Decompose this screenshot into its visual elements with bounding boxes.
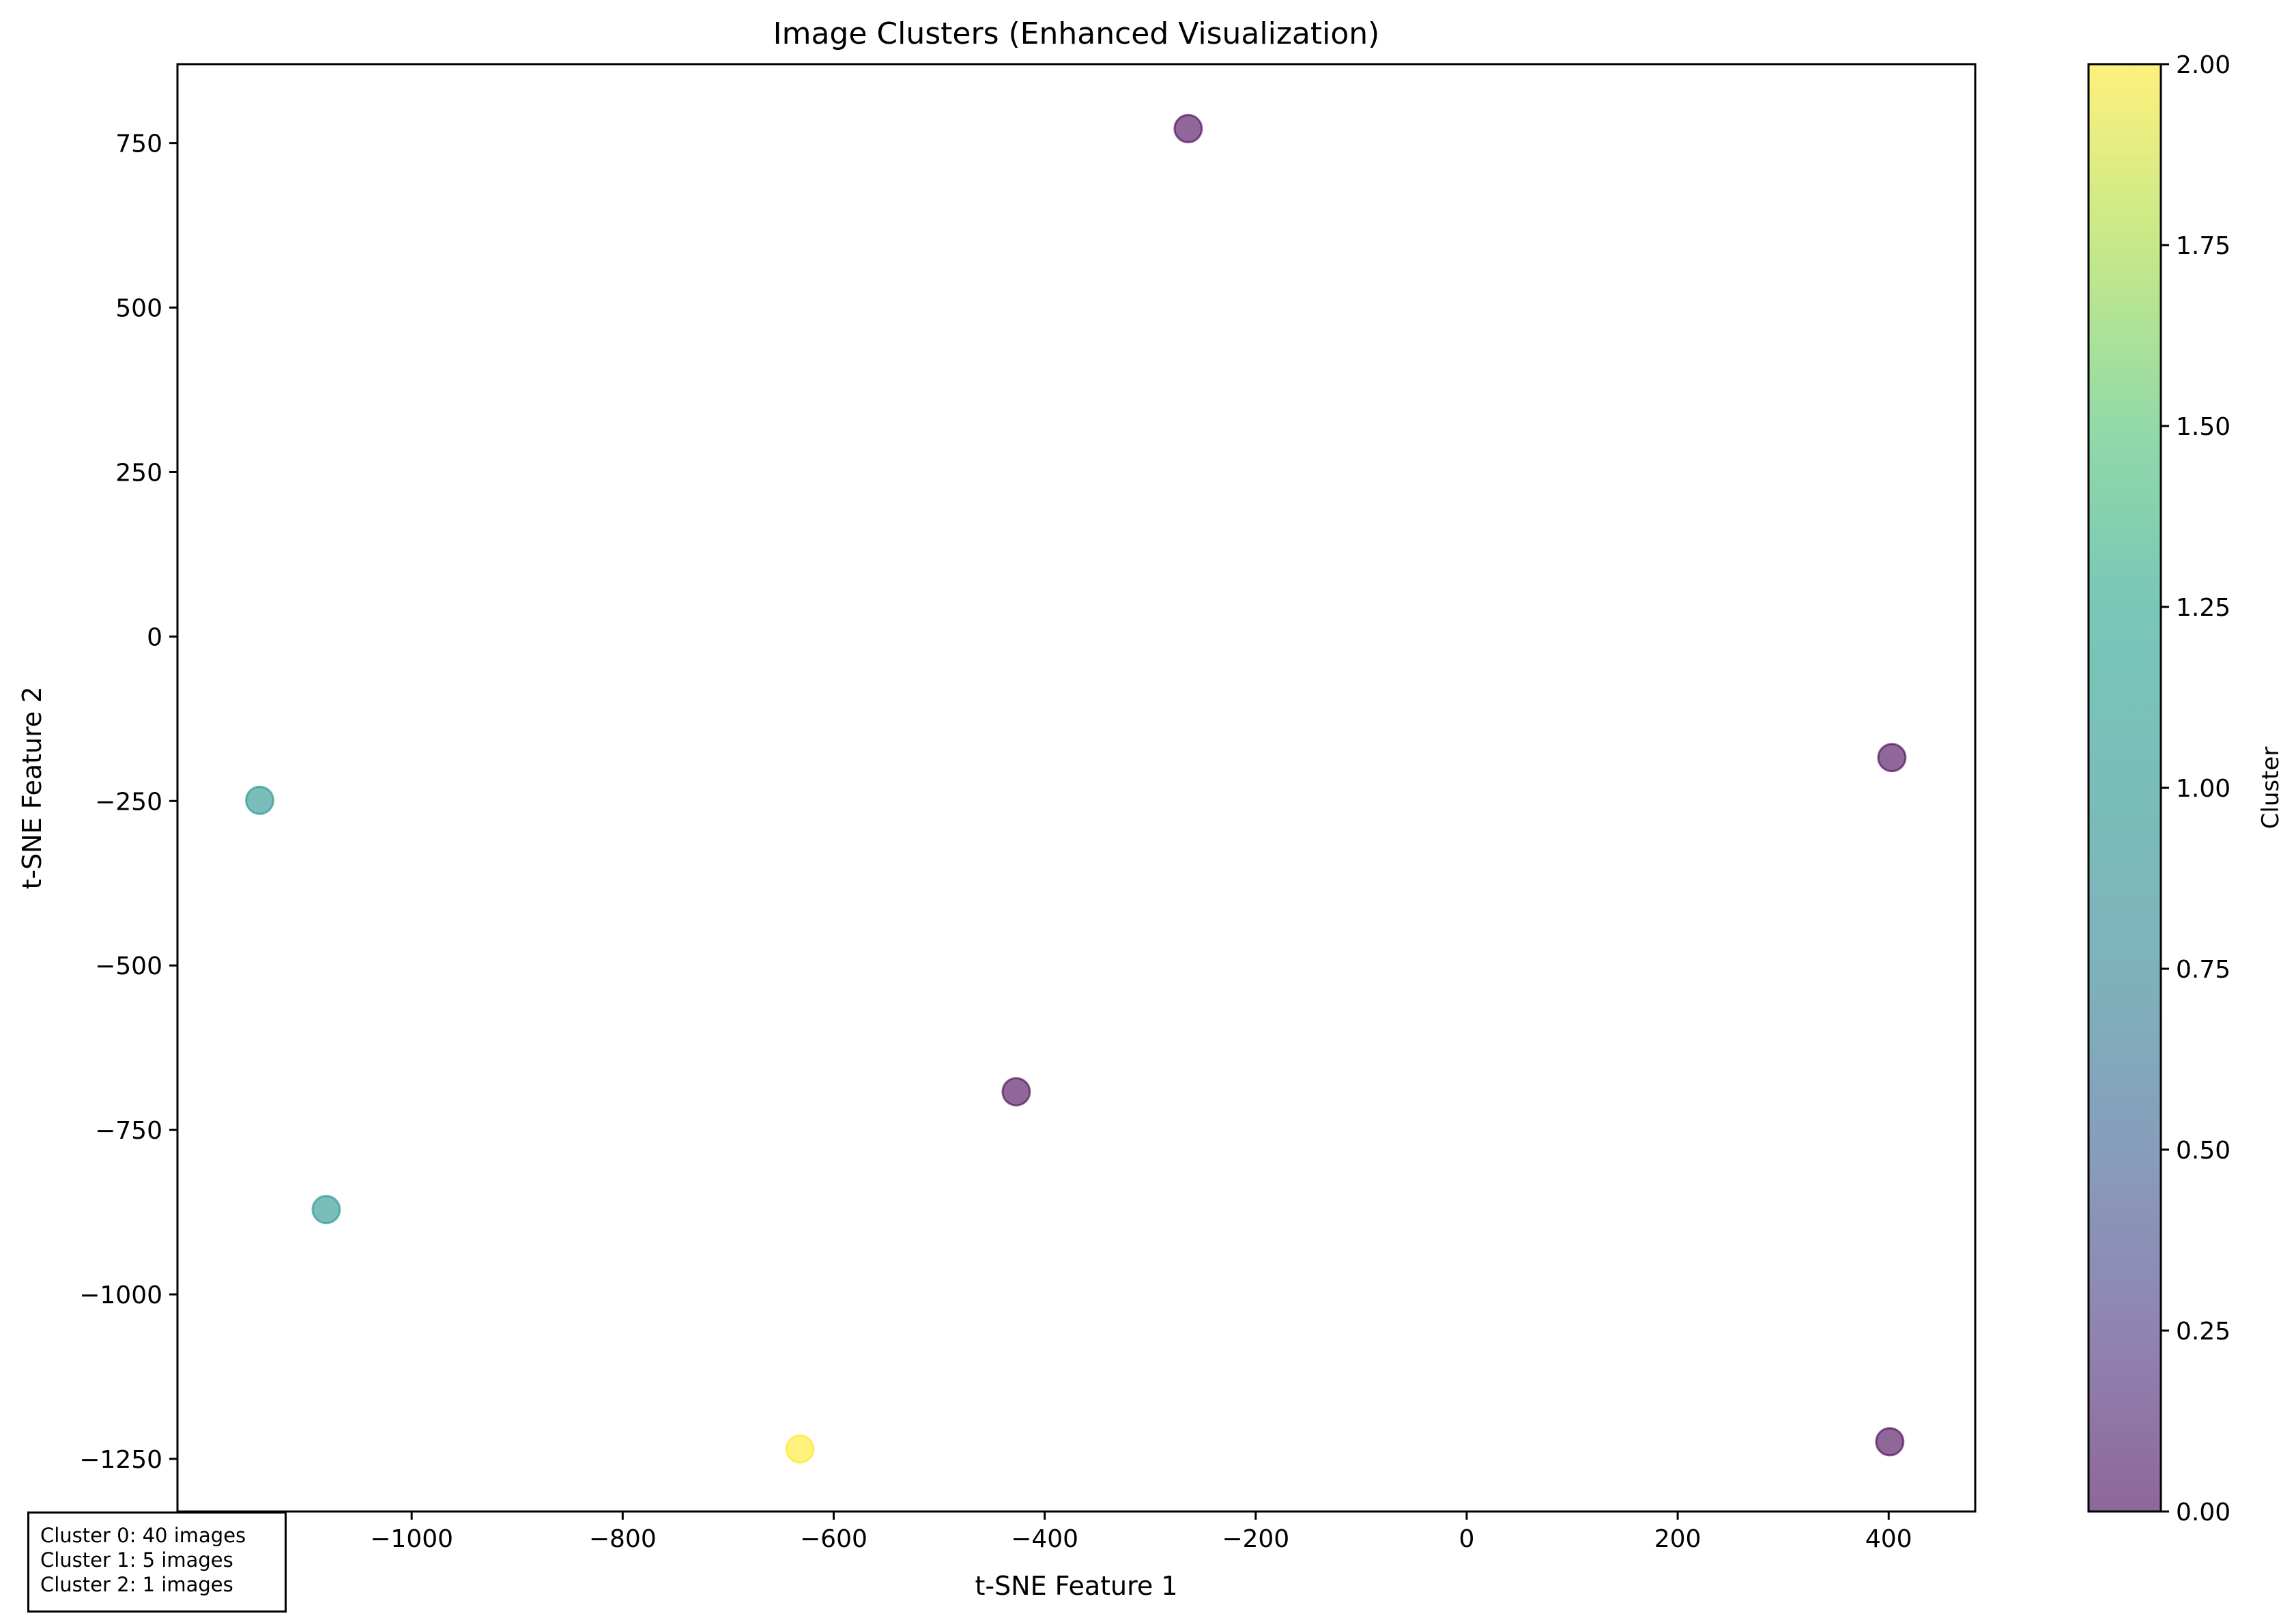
y-tick-label: 250 — [115, 459, 162, 487]
x-tick-label: −400 — [1011, 1525, 1078, 1553]
cluster-count-2: Cluster 2: 1 images — [40, 1573, 233, 1596]
y-tick-label: −1250 — [79, 1446, 162, 1474]
data-point — [1877, 743, 1907, 773]
data-point — [245, 785, 275, 815]
y-axis-label: t-SNE Feature 2 — [17, 686, 47, 889]
colorbar-label: Cluster — [2257, 747, 2284, 829]
cluster-count-0: Cluster 0: 40 images — [40, 1524, 246, 1547]
y-tick-label: 0 — [147, 623, 162, 651]
plot-area — [176, 63, 1977, 1513]
colorbar-tick-label: 2.00 — [2176, 51, 2230, 79]
data-point — [1001, 1077, 1031, 1107]
y-tick-label: 500 — [115, 295, 162, 323]
x-tick-label: 400 — [1865, 1525, 1912, 1553]
colorbar-tick-label: 0.50 — [2176, 1137, 2230, 1165]
x-tick-label: −600 — [800, 1525, 867, 1553]
y-tick-label: −1000 — [79, 1281, 162, 1309]
y-tick-label: −500 — [95, 952, 162, 980]
x-axis-label: t-SNE Feature 1 — [975, 1571, 1177, 1601]
data-points — [245, 113, 1907, 1464]
colorbar-tick-label: 0.75 — [2176, 956, 2230, 984]
cluster-count-1: Cluster 1: 5 images — [40, 1548, 233, 1572]
x-tick-label: −1000 — [370, 1525, 453, 1553]
data-point — [785, 1434, 815, 1464]
y-axis-ticks: 750 500 250 0 −250 −500 −750 −1000 −1250 — [79, 130, 177, 1474]
cluster-count-box: Cluster 0: 40 images Cluster 1: 5 images… — [27, 1511, 287, 1613]
data-point — [1875, 1427, 1905, 1457]
colorbar-tick-label: 1.00 — [2176, 775, 2230, 803]
x-tick-label: 0 — [1459, 1525, 1474, 1553]
y-tick-label: −250 — [95, 788, 162, 816]
colorbar-tick-label: 1.75 — [2176, 232, 2230, 260]
chart-title: Image Clusters (Enhanced Visualization) — [773, 16, 1380, 51]
colorbar-tick-label: 0.25 — [2176, 1318, 2230, 1346]
colorbar-tick-label: 1.50 — [2176, 413, 2230, 441]
data-point — [311, 1195, 341, 1225]
x-tick-label: −800 — [589, 1525, 657, 1553]
y-tick-label: 750 — [115, 130, 162, 158]
colorbar-ticks: 0.00 0.25 0.50 0.75 1.00 1.25 1.50 1.75 2.00 — [2161, 51, 2230, 1527]
y-tick-label: −750 — [95, 1117, 162, 1145]
colorbar-tick-label: 1.25 — [2176, 594, 2230, 622]
x-tick-label: −200 — [1222, 1525, 1289, 1553]
colorbar — [2089, 64, 2161, 1511]
colorbar-tick-label: 0.00 — [2176, 1499, 2230, 1527]
data-point — [1173, 113, 1203, 143]
x-tick-label: 200 — [1654, 1525, 1702, 1553]
